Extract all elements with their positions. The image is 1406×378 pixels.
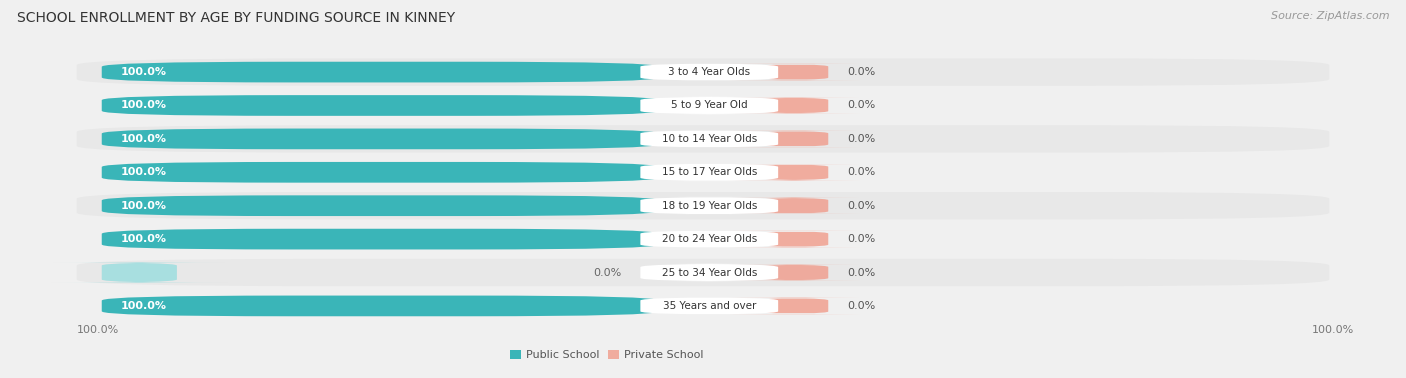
FancyBboxPatch shape [77,259,1329,286]
FancyBboxPatch shape [77,125,1329,153]
Text: 100.0%: 100.0% [1312,325,1354,335]
Text: 100.0%: 100.0% [121,301,166,311]
FancyBboxPatch shape [101,229,659,249]
Text: 100.0%: 100.0% [121,101,166,110]
FancyBboxPatch shape [640,264,778,281]
FancyBboxPatch shape [101,162,659,183]
FancyBboxPatch shape [77,225,1329,253]
Text: 35 Years and over: 35 Years and over [662,301,756,311]
Text: 100.0%: 100.0% [121,201,166,211]
FancyBboxPatch shape [640,164,778,181]
Text: 0.0%: 0.0% [846,67,876,77]
FancyBboxPatch shape [640,130,778,148]
FancyBboxPatch shape [77,58,1329,86]
Text: 0.0%: 0.0% [846,201,876,211]
Text: 0.0%: 0.0% [846,134,876,144]
Text: 0.0%: 0.0% [846,101,876,110]
FancyBboxPatch shape [728,131,859,147]
FancyBboxPatch shape [77,192,1329,219]
Text: 25 to 34 Year Olds: 25 to 34 Year Olds [662,268,756,277]
Text: 0.0%: 0.0% [846,167,876,177]
FancyBboxPatch shape [101,129,659,149]
FancyBboxPatch shape [640,197,778,214]
FancyBboxPatch shape [101,95,659,116]
FancyBboxPatch shape [728,297,859,314]
Text: SCHOOL ENROLLMENT BY AGE BY FUNDING SOURCE IN KINNEY: SCHOOL ENROLLMENT BY AGE BY FUNDING SOUR… [17,11,456,25]
Text: Source: ZipAtlas.com: Source: ZipAtlas.com [1271,11,1389,21]
FancyBboxPatch shape [640,97,778,114]
FancyBboxPatch shape [728,231,859,247]
FancyBboxPatch shape [101,195,659,216]
Legend: Public School, Private School: Public School, Private School [506,345,707,364]
FancyBboxPatch shape [77,292,1329,320]
FancyBboxPatch shape [728,97,859,114]
FancyBboxPatch shape [77,159,1329,186]
Text: 100.0%: 100.0% [121,67,166,77]
Text: 3 to 4 Year Olds: 3 to 4 Year Olds [668,67,751,77]
FancyBboxPatch shape [640,230,778,248]
Text: 100.0%: 100.0% [121,234,166,244]
Text: 5 to 9 Year Old: 5 to 9 Year Old [671,101,748,110]
Text: 0.0%: 0.0% [846,234,876,244]
Text: 100.0%: 100.0% [121,134,166,144]
FancyBboxPatch shape [728,64,859,81]
FancyBboxPatch shape [101,296,659,316]
Text: 0.0%: 0.0% [593,268,621,277]
Text: 18 to 19 Year Olds: 18 to 19 Year Olds [662,201,756,211]
Text: 0.0%: 0.0% [846,268,876,277]
FancyBboxPatch shape [640,63,778,81]
FancyBboxPatch shape [52,262,226,283]
FancyBboxPatch shape [728,164,859,181]
FancyBboxPatch shape [101,62,659,82]
Text: 100.0%: 100.0% [77,325,120,335]
FancyBboxPatch shape [77,92,1329,119]
FancyBboxPatch shape [728,197,859,214]
Text: 100.0%: 100.0% [121,167,166,177]
FancyBboxPatch shape [640,297,778,315]
Text: 0.0%: 0.0% [846,301,876,311]
Text: 10 to 14 Year Olds: 10 to 14 Year Olds [662,134,756,144]
Text: 15 to 17 Year Olds: 15 to 17 Year Olds [662,167,756,177]
Text: 20 to 24 Year Olds: 20 to 24 Year Olds [662,234,756,244]
FancyBboxPatch shape [728,264,859,281]
